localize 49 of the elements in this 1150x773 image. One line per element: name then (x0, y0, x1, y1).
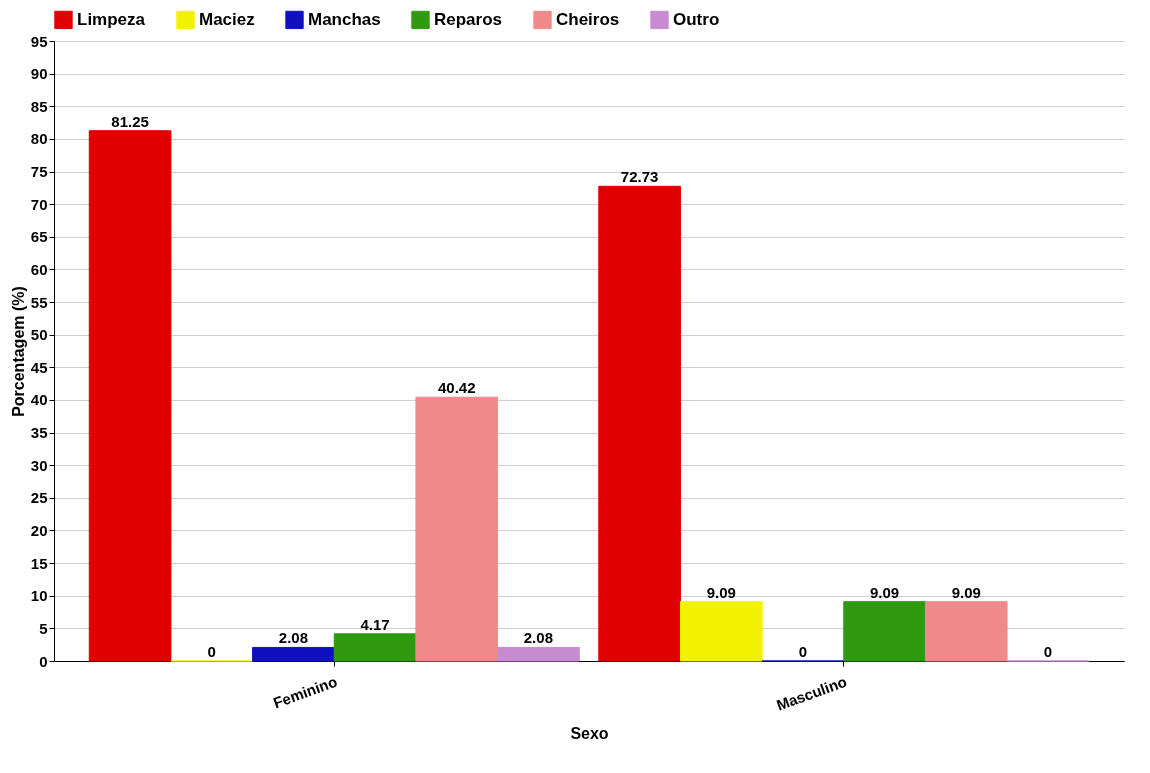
legend-label: Outro (673, 9, 720, 29)
y-tick-label: 55 (30, 293, 48, 311)
bar (679, 601, 763, 662)
y-tick-label: 70 (30, 195, 48, 213)
data-label: 0 (798, 643, 808, 660)
data-label: 2.08 (523, 629, 553, 647)
y-tick-label: 10 (30, 587, 48, 605)
data-label: 9.09 (706, 583, 736, 601)
data-label: 0 (1043, 643, 1053, 660)
data-label: 9.09 (869, 583, 900, 601)
y-tick-label: 50 (30, 326, 48, 344)
y-tick-label: 0 (39, 652, 48, 670)
y-tick-label: 80 (30, 130, 48, 148)
y-tick-label: 85 (30, 97, 48, 115)
bar (415, 396, 499, 662)
legend-label: Limpeza (77, 9, 146, 29)
bar (598, 185, 681, 662)
bar (252, 646, 335, 662)
y-tick-label: 90 (30, 65, 48, 83)
data-label: 2.08 (278, 629, 309, 647)
legend-label: Manchas (308, 9, 381, 29)
y-tick-label: 25 (30, 489, 48, 507)
bar (333, 633, 417, 662)
y-tick-label: 15 (30, 554, 48, 572)
y-tick-label: 60 (30, 260, 48, 278)
data-label: 40.42 (437, 379, 476, 397)
legend-label: Reparos (434, 9, 503, 29)
bar (497, 646, 580, 662)
y-tick-label: 35 (30, 424, 48, 442)
y-tick-label: 30 (30, 456, 48, 474)
data-label: 4.17 (360, 615, 390, 633)
data-label: 0 (207, 643, 216, 660)
data-label: 9.09 (951, 583, 981, 601)
data-label: 72.73 (620, 168, 659, 186)
y-tick-label: 65 (30, 228, 48, 246)
y-tick-label: 20 (30, 521, 48, 539)
legend-label: Cheiros (556, 9, 620, 29)
bar (924, 601, 1008, 662)
y-tick-label: 95 (30, 32, 48, 50)
y-tick-label: 40 (30, 391, 48, 409)
y-tick-label: 45 (30, 358, 48, 376)
bar (88, 130, 172, 662)
x-axis-title: Sexo (570, 724, 609, 742)
bar (843, 601, 926, 662)
y-axis-title: Porcentagem (%) (9, 286, 27, 417)
y-tick-label: 5 (39, 619, 48, 637)
y-tick-label: 75 (30, 163, 48, 181)
data-label: 81.25 (111, 112, 149, 130)
legend-label: Maciez (199, 9, 255, 29)
